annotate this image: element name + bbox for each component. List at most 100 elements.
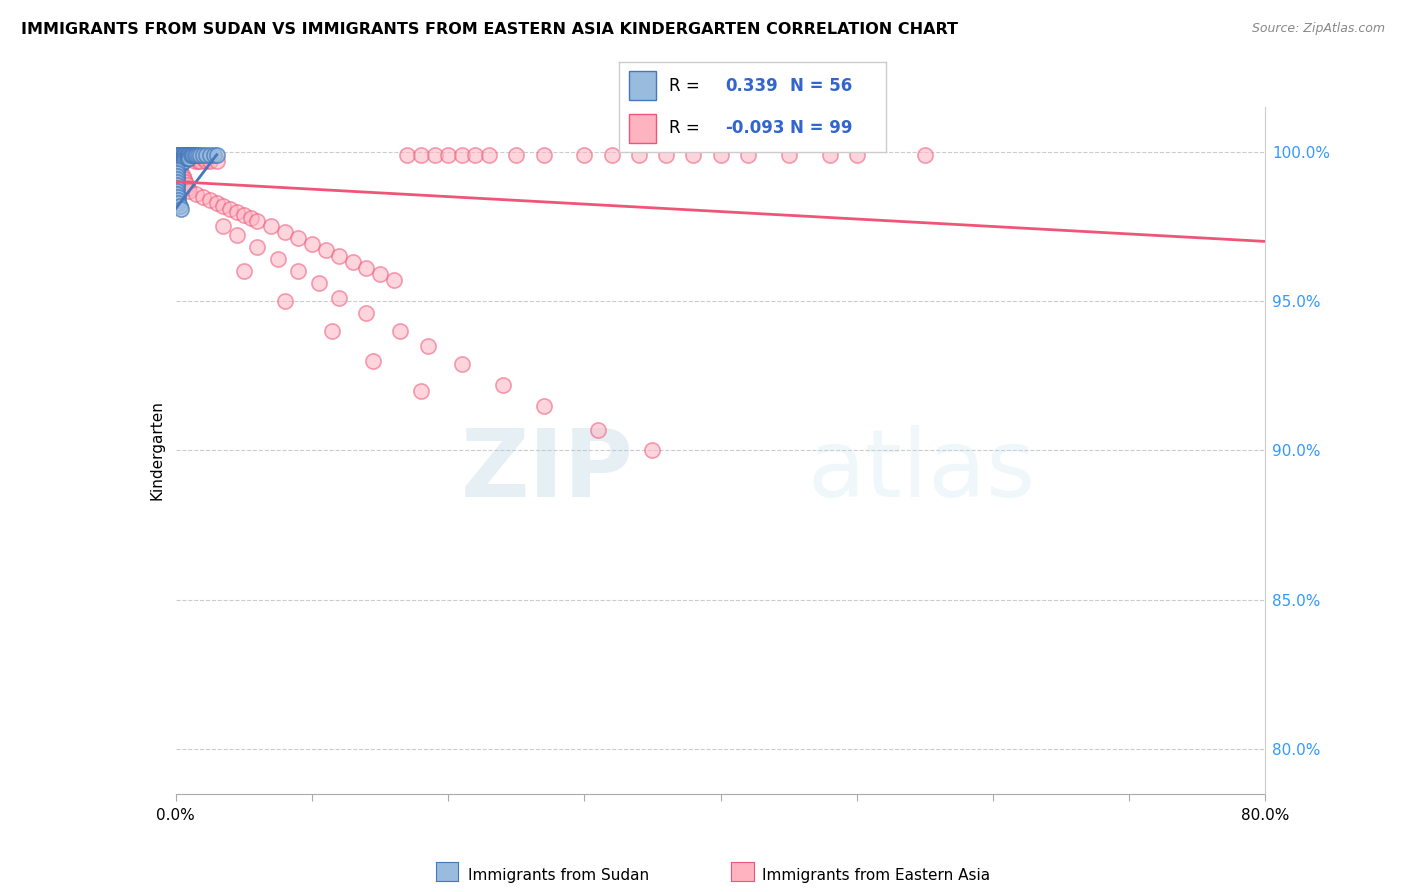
Point	[246, 213, 269, 227]
Point	[166, 151, 188, 165]
Point	[274, 294, 297, 309]
Point	[194, 153, 217, 168]
Point	[166, 171, 188, 186]
Point	[177, 148, 200, 162]
Point	[166, 157, 188, 171]
Point	[172, 148, 194, 162]
Point	[492, 377, 515, 392]
Point	[315, 244, 337, 258]
Point	[166, 148, 188, 162]
Point	[181, 148, 204, 162]
Text: atlas: atlas	[807, 425, 1036, 517]
Point	[176, 178, 198, 192]
Text: N = 56: N = 56	[790, 77, 852, 95]
Point	[737, 148, 759, 162]
Point	[177, 148, 200, 162]
Point	[186, 186, 208, 201]
Point	[586, 423, 609, 437]
Point	[169, 148, 191, 162]
Point	[179, 184, 201, 198]
Point	[183, 151, 205, 165]
Point	[186, 153, 209, 168]
Point	[287, 264, 309, 278]
Text: R =: R =	[669, 120, 700, 137]
Text: 0.339: 0.339	[725, 77, 779, 95]
Point	[232, 208, 254, 222]
Point	[180, 148, 202, 162]
Point	[167, 148, 190, 162]
Point	[169, 162, 191, 177]
Point	[173, 153, 195, 168]
Point	[198, 193, 221, 207]
Point	[212, 198, 235, 212]
Point	[167, 153, 190, 168]
Point	[173, 171, 195, 186]
Point	[167, 160, 190, 174]
Point	[574, 148, 596, 162]
Point	[533, 399, 555, 413]
Point	[389, 324, 412, 338]
Point	[778, 148, 800, 162]
Point	[450, 148, 472, 162]
Point	[184, 148, 207, 162]
Point	[173, 151, 195, 165]
Point	[655, 148, 678, 162]
Point	[260, 219, 283, 234]
Point	[173, 148, 195, 162]
Bar	[630, 114, 657, 143]
Point	[170, 202, 193, 216]
Point	[172, 151, 194, 165]
Point	[166, 180, 188, 194]
Point	[166, 178, 188, 192]
Point	[166, 166, 188, 180]
Text: Immigrants from Sudan: Immigrants from Sudan	[468, 869, 650, 883]
Point	[167, 157, 190, 171]
Point	[167, 195, 190, 210]
Point	[845, 148, 868, 162]
Point	[166, 148, 188, 162]
Point	[166, 175, 188, 189]
Point	[167, 151, 190, 165]
Point	[169, 148, 191, 162]
Point	[464, 148, 486, 162]
Point	[174, 151, 197, 165]
Point	[356, 261, 378, 276]
Point	[205, 153, 228, 168]
Point	[181, 148, 204, 162]
Point	[321, 324, 343, 338]
Point	[176, 148, 198, 162]
Point	[450, 357, 472, 371]
Point	[170, 157, 193, 171]
Point	[205, 195, 228, 210]
Point	[186, 148, 208, 162]
Point	[174, 151, 197, 165]
Point	[179, 148, 201, 162]
Point	[308, 277, 330, 291]
Point	[173, 148, 195, 162]
Point	[246, 240, 269, 254]
Point	[641, 443, 664, 458]
Point	[328, 291, 350, 305]
Point	[287, 231, 309, 245]
Text: R =: R =	[669, 77, 700, 95]
Point	[274, 226, 297, 240]
Point	[166, 151, 188, 165]
Bar	[630, 71, 657, 100]
Text: N = 99: N = 99	[790, 120, 852, 137]
Point	[356, 306, 378, 320]
Point	[169, 153, 191, 168]
Point	[172, 169, 194, 183]
Point	[166, 162, 188, 177]
Point	[170, 148, 193, 162]
Point	[169, 198, 191, 212]
Point	[219, 202, 242, 216]
Point	[396, 148, 419, 162]
Text: Source: ZipAtlas.com: Source: ZipAtlas.com	[1251, 22, 1385, 36]
Point	[191, 148, 214, 162]
Point	[361, 354, 384, 368]
Point	[505, 148, 527, 162]
Point	[818, 148, 841, 162]
Point	[179, 148, 201, 162]
Point	[191, 189, 214, 203]
Point	[173, 153, 195, 168]
